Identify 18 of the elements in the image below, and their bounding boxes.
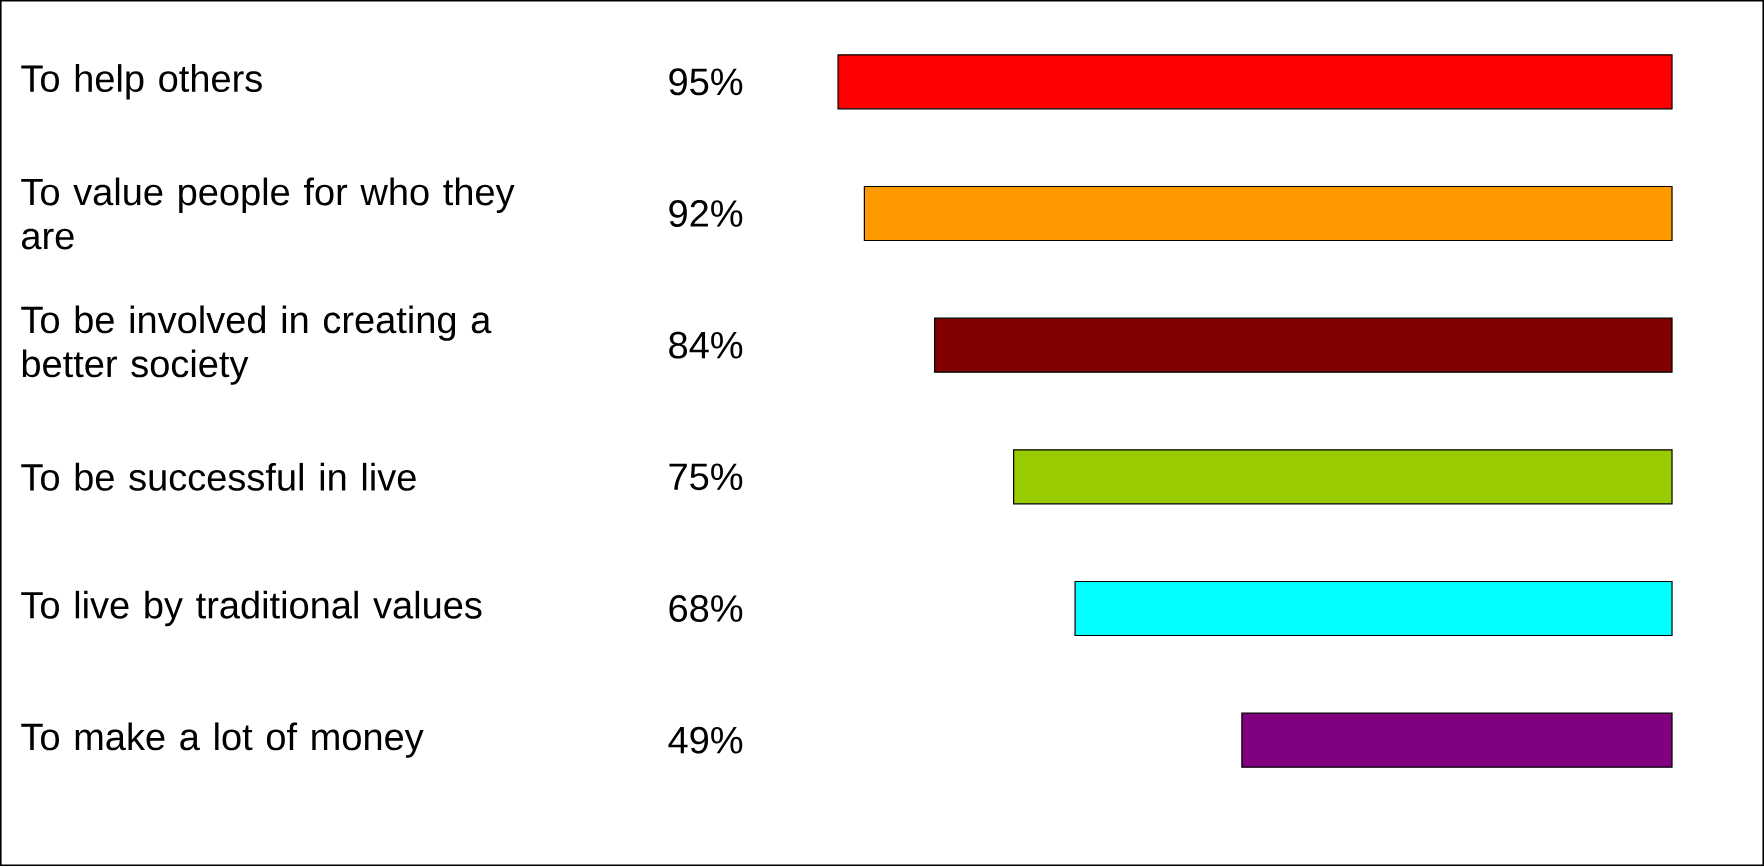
data-label: 95% xyxy=(669,68,743,96)
bar xyxy=(934,317,1673,373)
y-tick-label: To be successful in live xyxy=(21,462,416,491)
bar xyxy=(1074,580,1673,637)
y-tick-label: To be involved in creating a better society xyxy=(21,305,492,385)
data-label: 68% xyxy=(669,595,743,622)
bar xyxy=(1241,712,1673,768)
data-label: 49% xyxy=(668,726,743,754)
bar xyxy=(837,54,1673,110)
data-label: 92% xyxy=(669,200,743,227)
bar xyxy=(863,185,1673,242)
data-label: 84% xyxy=(669,331,743,359)
y-tick-label: To make a lot of money xyxy=(21,722,424,758)
bar xyxy=(1013,449,1673,505)
y-tick-label: To live by traditional values xyxy=(21,590,482,627)
y-tick-label: To help others xyxy=(21,64,262,100)
data-label: 75% xyxy=(669,463,743,491)
y-tick-label: To value people for who they are xyxy=(21,177,515,250)
